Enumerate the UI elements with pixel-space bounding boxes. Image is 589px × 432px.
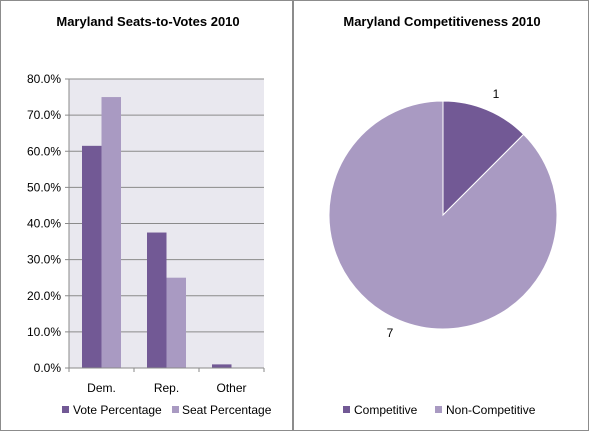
x-tick-label: Rep.: [154, 381, 179, 395]
bar-dem-seat: [101, 97, 121, 368]
y-tick-label: 50.0%: [27, 180, 61, 194]
pie-slices: [328, 100, 558, 330]
x-tick-label: Dem.: [87, 381, 116, 395]
bar-dem-vote: [82, 145, 102, 368]
y-tick-label: 20.0%: [27, 289, 61, 303]
seats-to-votes-chart: Maryland Seats-to-Votes 2010 0.0% 10.0% 20…: [27, 14, 272, 417]
pie-chart-title: Maryland Competitiveness 2010: [343, 14, 540, 29]
bar-y-axis: 0.0% 10.0% 20.0% 30.0% 40.0% 50.0% 60.0% 70.0% 8…: [27, 72, 70, 375]
bar-x-axis: Dem. Rep. Other: [68, 367, 265, 395]
y-tick-label: 70.0%: [27, 108, 61, 122]
legend-swatch-competitive: [343, 406, 350, 413]
y-tick-label: 10.0%: [27, 325, 61, 339]
legend-label-seat: Seat Percentage: [182, 403, 272, 417]
bar-chart-title: Maryland Seats-to-Votes 2010: [56, 14, 239, 29]
legend-swatch-seat: [172, 406, 179, 413]
pie-data-label: 1: [493, 87, 500, 101]
legend-swatch-vote: [62, 406, 69, 413]
pie-slice-competitive: [442, 100, 525, 217]
bar-rep-seat: [166, 277, 186, 368]
bar-series: [82, 97, 232, 368]
y-tick-label: 80.0%: [27, 72, 61, 86]
y-tick-label: 40.0%: [27, 217, 61, 231]
legend-label-competitive: Competitive: [354, 403, 418, 417]
legend-label-vote: Vote Percentage: [73, 403, 162, 417]
seats-to-votes-panel: Maryland Seats-to-Votes 2010 0.0% 10.0% 20…: [0, 0, 293, 431]
x-tick-label: Other: [216, 381, 246, 395]
y-tick-label: 60.0%: [27, 144, 61, 158]
pie-slice-non-competitive: [328, 100, 558, 330]
pie-legend: Competitive Non-Competitive: [343, 403, 536, 417]
y-tick-label: 30.0%: [27, 253, 61, 267]
legend-swatch-non-competitive: [435, 406, 442, 413]
pie-data-labels: 17: [387, 87, 500, 340]
legend-label-non-competitive: Non-Competitive: [446, 403, 536, 417]
bar-other-vote: [212, 364, 232, 368]
competitiveness-chart: Maryland Competitiveness 2010 17 Competi…: [328, 14, 558, 417]
bar-legend: Vote Percentage Seat Percentage: [62, 403, 272, 417]
y-tick-label: 0.0%: [34, 361, 62, 375]
pie-data-label: 7: [387, 326, 394, 340]
bar-rep-vote: [147, 232, 167, 368]
